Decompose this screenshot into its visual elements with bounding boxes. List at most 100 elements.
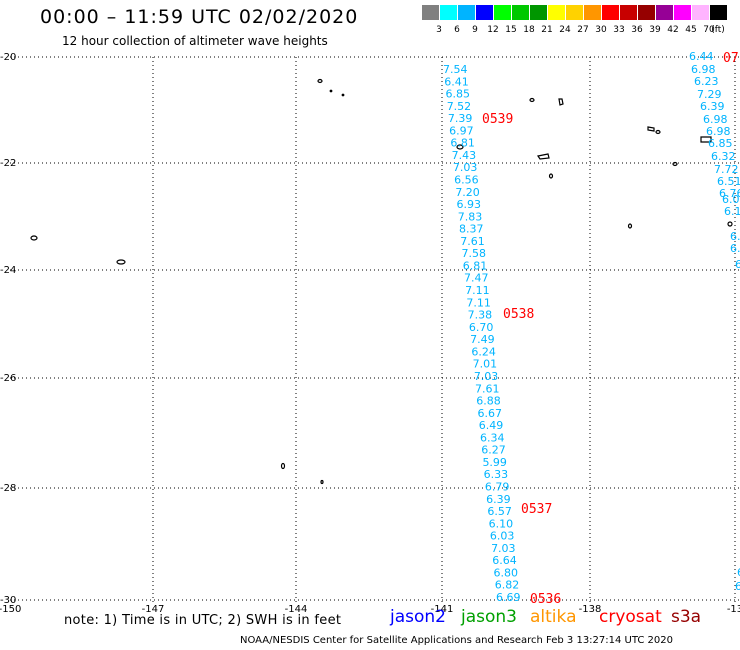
wave-height-value: 6.88 [476, 395, 501, 408]
wave-height-value: 6.97 [449, 124, 474, 137]
time-label: 0538 [503, 307, 534, 322]
lon-label: -141 [431, 604, 454, 615]
wave-height-value: 7.11 [465, 284, 490, 297]
wave-height-value: 6.80 [494, 566, 519, 579]
wave-height-value: 6.49 [479, 419, 504, 432]
legend-swatch [458, 5, 475, 20]
legend-swatch [476, 5, 493, 20]
wave-height-value: 7.01 [473, 358, 498, 371]
wave-height-value: 7.20 [455, 186, 480, 199]
island-outline [548, 173, 554, 179]
wave-height-value: 7.83 [458, 210, 483, 223]
wave-height-value: 6.93 [457, 198, 482, 211]
wave-height-value: 6.06 [722, 193, 740, 206]
wave-height-value: 6.23 [694, 75, 719, 88]
axis-labels: -20 -22 -24 -26 -28 -30-150 -147 -144 -141 -138 -1… [0, 52, 740, 615]
wave-height-value: 6.32 [711, 150, 736, 163]
legend-label: 18 [523, 25, 535, 35]
island-outline [700, 136, 712, 143]
time-label: 0539 [482, 112, 513, 127]
legend-swatch [638, 5, 655, 20]
legend-swatch [584, 5, 601, 20]
satellite-jason2: jason2 [390, 607, 446, 627]
island-outline [537, 153, 550, 160]
wave-height-value: 6.3 [735, 258, 740, 271]
wave-height-value: 6.64 [492, 554, 517, 567]
legend-swatch [602, 5, 619, 20]
wave-height-value: 6.98 [706, 125, 731, 138]
wave-height-value: 6 [735, 580, 740, 593]
island-outline [329, 89, 333, 93]
legend-swatch [692, 5, 709, 20]
island-outline [317, 78, 323, 84]
island-outline [727, 221, 733, 227]
island-outline [558, 98, 564, 106]
lon-label: -150 [0, 604, 21, 615]
wave-height-value: 6.33 [484, 468, 509, 481]
legend-swatch [566, 5, 583, 20]
track-time-labels: 0539 0538 0537 0536 07 [482, 51, 739, 607]
wave-height-value: 6.44 [689, 50, 714, 63]
wave-height-value: 5.99 [482, 456, 507, 469]
lat-label: -26 [0, 373, 16, 384]
wave-height-value: 6.67 [478, 407, 503, 420]
map-subtitle: 12 hour collection of altimeter wave hei… [62, 34, 328, 48]
legend-label: 36 [631, 25, 643, 35]
wave-height-value: 7.29 [697, 88, 722, 101]
legend-swatch [440, 5, 457, 20]
wave-height-value: 7.39 [448, 112, 473, 125]
island-outline [280, 462, 286, 470]
satellite-jason3: jason3 [461, 607, 517, 627]
satellite-cryosat: cryosat [599, 607, 662, 627]
time-label: 0536 [530, 592, 561, 607]
legend-swatch [422, 5, 439, 20]
lat-label: -22 [0, 158, 16, 169]
wave-height-value: 6.76 [719, 187, 740, 200]
lat-label: -30 [0, 595, 16, 606]
wave-height-value: 6.39 [486, 493, 511, 506]
wave-height-value: 7.03 [453, 161, 478, 174]
legend-label: 39 [649, 25, 661, 35]
wave-height-value: 6.51 [717, 175, 740, 188]
legend-unit: (ft) [711, 25, 725, 35]
legend-swatch [620, 5, 637, 20]
island-outline [341, 93, 345, 97]
lon-label: -147 [142, 604, 165, 615]
wave-height-value: 6.1 [724, 205, 740, 218]
wave-height-value: 6.85 [445, 88, 470, 101]
wave-height-value: 7.38 [468, 309, 493, 322]
wave-height-value: 6.3 [730, 242, 740, 255]
island-outline [529, 97, 535, 103]
island-outline [672, 161, 678, 167]
wave-height-value: 7.03 [474, 370, 499, 383]
legend-label: 30 [595, 25, 607, 35]
lat-lon-grid [10, 56, 740, 602]
wave-height-value: 6.39 [700, 100, 725, 113]
wave-height-value: 6.79 [485, 480, 510, 493]
legend-label: 33 [613, 25, 625, 35]
island-outline [456, 144, 464, 150]
legend-swatch [656, 5, 673, 20]
island-outline [116, 259, 126, 265]
island-outline [627, 223, 633, 229]
wave-height-value: 7.61 [460, 235, 485, 248]
island-outline [655, 129, 661, 135]
wave-height-value: 7.11 [466, 296, 491, 309]
legend-label: 45 [685, 25, 697, 35]
legend-label: 24 [559, 25, 571, 35]
legend-swatch [548, 5, 565, 20]
island-outline [647, 126, 655, 132]
wave-height-value: 7.72 [714, 163, 739, 176]
altimeter-track-right: 6.446.986.237.296.396.986.986.856.327.72… [689, 50, 740, 593]
wave-height-value: 6.98 [691, 63, 716, 76]
wave-height-value: 7.43 [452, 149, 477, 162]
wave-height-value: 6.57 [487, 505, 512, 518]
lon-label: -144 [285, 604, 308, 615]
wave-height-value: 7.61 [475, 382, 500, 395]
legend-swatch [710, 5, 727, 20]
wave-height-value: 6.98 [703, 113, 728, 126]
legend-label: 6 [454, 25, 460, 35]
lon-label: -138 [579, 604, 602, 615]
wave-height-value: 6.82 [495, 579, 520, 592]
